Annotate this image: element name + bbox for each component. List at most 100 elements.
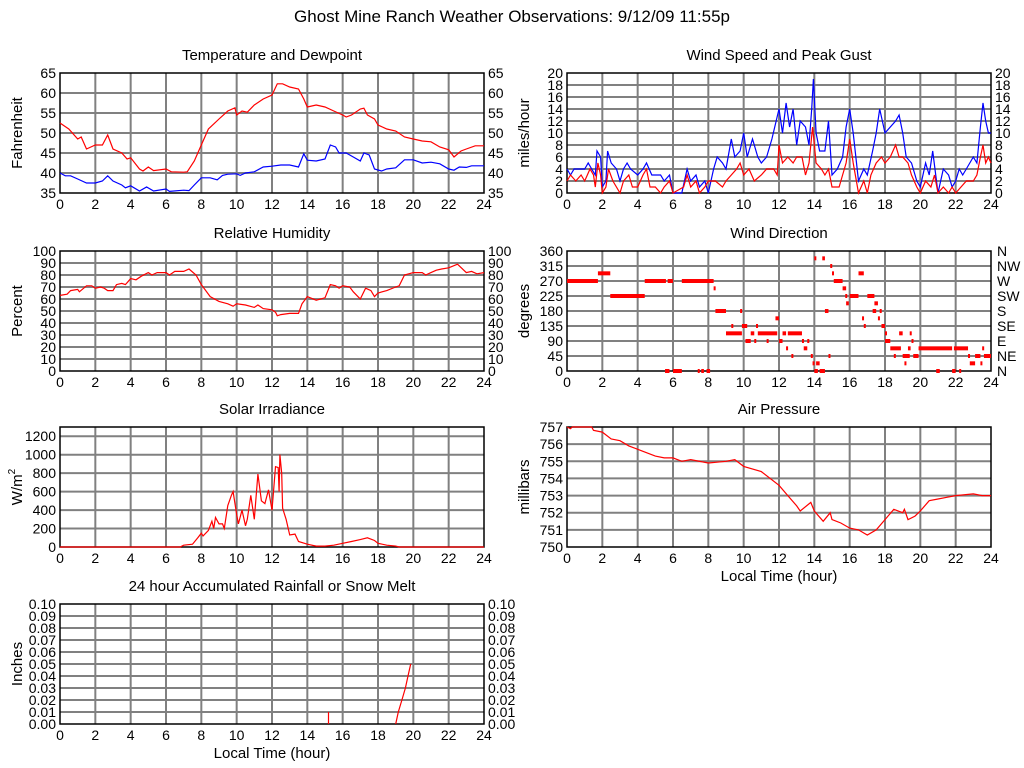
y-tick-label: 0.09 (29, 608, 56, 624)
x-tick-label: 18 (370, 374, 386, 390)
wind-direction-point (858, 271, 864, 276)
wind-direction-point (833, 279, 843, 283)
chart-title: Wind Direction (730, 225, 828, 242)
wind-direction-point (828, 354, 831, 358)
x-tick-label: 2 (598, 374, 606, 390)
x-tick-label: 24 (983, 196, 999, 212)
wind-direction-point (918, 346, 938, 351)
wind-direction-point (890, 346, 901, 351)
wind-direction-point (904, 361, 907, 366)
wind-direction-point (982, 346, 985, 351)
chart-title: Solar Irradiance (219, 401, 325, 418)
y-tick-label: 80 (40, 267, 56, 283)
x-tick-label: 12 (771, 196, 787, 212)
x-tick-label: 4 (634, 374, 642, 390)
y-tick-label: 1000 (25, 447, 56, 463)
y-tick-label: 0.05 (29, 656, 56, 672)
wind-direction-point (697, 369, 700, 373)
wind-direction-point (775, 316, 779, 321)
x-tick-label: 4 (127, 727, 135, 743)
x-tick-label: 2 (91, 727, 99, 743)
x-tick-label: 10 (229, 727, 245, 743)
y-tick-label: 0.07 (29, 632, 56, 648)
wind-direction-point (801, 339, 804, 343)
x-tick-label: 12 (771, 550, 787, 566)
y-tick-label-right: 6 (995, 149, 1003, 165)
y-tick-label-right: 0.09 (488, 608, 515, 624)
wind-direction-point (863, 324, 866, 328)
wind-direction-point (715, 309, 726, 313)
wind-direction-point (885, 331, 887, 336)
x-tick-label: 16 (842, 374, 858, 390)
y-tick-label: 30 (40, 327, 56, 343)
wind-direction-point (893, 354, 896, 358)
y-tick-label: 10 (547, 125, 563, 141)
y-tick-label: 2 (555, 173, 563, 189)
x-tick-label: 0 (563, 374, 571, 390)
compass-label: E (997, 333, 1006, 349)
wind-direction-point (812, 361, 815, 366)
y-tick-label: 12 (547, 113, 563, 129)
y-tick-label: 40 (40, 165, 56, 181)
y-tick-label: 35 (40, 185, 56, 201)
x-tick-label: 2 (91, 374, 99, 390)
y-tick-label: 90 (547, 333, 563, 349)
x-tick-label: 2 (598, 196, 606, 212)
y-axis-label: Inches (9, 642, 26, 686)
y-tick-label-right: 0 (488, 363, 496, 379)
x-tick-label: 24 (476, 550, 492, 566)
y-axis-label-text: Inches (9, 642, 26, 686)
wind-direction-point (713, 286, 716, 291)
wind-direction-point (731, 324, 734, 328)
x-tick-label: 8 (197, 196, 205, 212)
x-tick-label: 8 (197, 374, 205, 390)
y-tick-label-right: 10 (995, 125, 1011, 141)
wind-direction-point (822, 256, 825, 261)
x-tick-label: 20 (913, 374, 929, 390)
x-tick-label: 24 (476, 196, 492, 212)
x-tick-label: 4 (127, 196, 135, 212)
compass-label: W (997, 273, 1011, 289)
y-tick-label-right: 16 (995, 89, 1011, 105)
x-tick-label: 8 (197, 550, 205, 566)
x-tick-label: 18 (877, 550, 893, 566)
y-tick-label: 4 (555, 161, 563, 177)
wind-direction-point (814, 369, 818, 373)
x-tick-label: 20 (406, 727, 422, 743)
x-tick-label: 10 (229, 550, 245, 566)
plot-frame (566, 250, 992, 372)
x-tick-label: 6 (162, 196, 170, 212)
wind-direction-point (745, 339, 751, 343)
series-line-0 (59, 83, 484, 173)
wind-direction-point (959, 369, 962, 373)
y-tick-label-right: 50 (488, 125, 504, 141)
y-tick-label: 225 (540, 288, 564, 304)
y-tick-label: 270 (540, 273, 564, 289)
x-tick-label: 0 (56, 727, 64, 743)
wind-direction-point (913, 354, 919, 358)
x-tick-label: 8 (704, 196, 712, 212)
x-tick-label: 0 (56, 550, 64, 566)
x-tick-label: 14 (300, 550, 316, 566)
x-tick-label: 14 (807, 550, 823, 566)
wind-direction-point (846, 301, 849, 306)
y-tick-label-right: 20 (995, 65, 1011, 81)
x-tick-label: 4 (634, 550, 642, 566)
wind-direction-point (787, 331, 802, 336)
y-axis-label-text: W/m (9, 474, 26, 505)
x-tick-label: 18 (370, 727, 386, 743)
wind-direction-point (909, 331, 912, 336)
y-tick-label: 360 (540, 243, 564, 259)
y-tick-label-right: 40 (488, 165, 504, 181)
x-tick-label: 12 (771, 374, 787, 390)
wind-direction-point (899, 331, 903, 336)
x-tick-label: 12 (264, 196, 280, 212)
wind-direction-point (706, 369, 711, 373)
x-tick-label: 16 (335, 550, 351, 566)
